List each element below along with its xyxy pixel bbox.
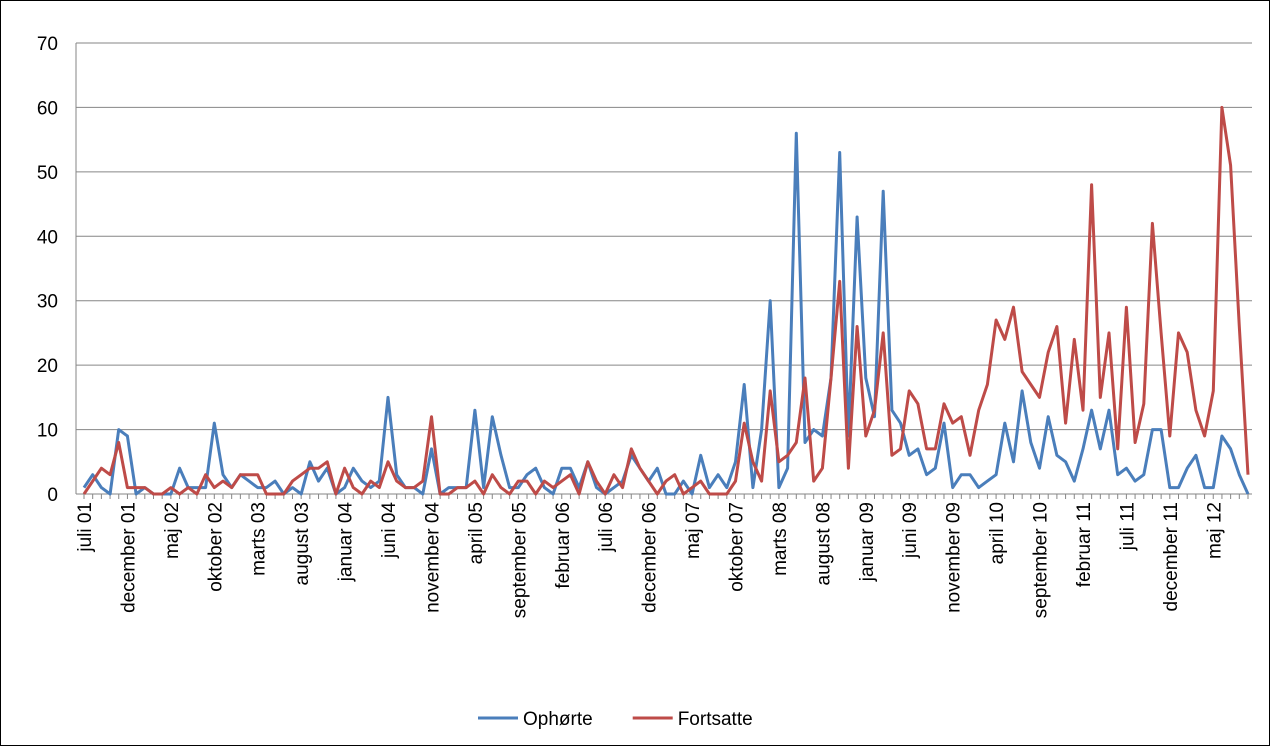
x-tick-label: januar 09 xyxy=(857,502,878,582)
x-tick-label: december 01 xyxy=(118,502,139,613)
x-tick-label: september 05 xyxy=(509,502,530,618)
series-line xyxy=(82,131,1250,496)
x-tick-label: juli 01 xyxy=(75,502,96,553)
y-tick-label: 30 xyxy=(37,292,58,313)
y-tick-label: 60 xyxy=(37,98,58,119)
x-tick-label: maj 12 xyxy=(1204,502,1225,559)
y-tick-label: 10 xyxy=(37,421,58,442)
x-tick-label: januar 04 xyxy=(336,502,357,583)
x-tick-label: december 11 xyxy=(1161,502,1182,612)
x-tick-label: marts 03 xyxy=(249,502,270,576)
legend-label: Fortsatte xyxy=(678,709,753,730)
x-tick-label: oktober 02 xyxy=(205,502,226,592)
x-tick-label: april 05 xyxy=(466,502,487,564)
x-tick-label: april 10 xyxy=(987,502,1008,564)
series-line xyxy=(82,105,1250,496)
legend: Ophørte Fortsatte xyxy=(478,709,753,730)
x-tick-label: februar 06 xyxy=(553,502,574,589)
x-tick-label: august 03 xyxy=(292,502,313,585)
x-tick-label: juni 04 xyxy=(379,502,400,559)
x-tick-label: marts 08 xyxy=(770,502,791,576)
y-tick-label: 0 xyxy=(47,485,58,506)
y-tick-label: 50 xyxy=(37,163,58,184)
x-tick-label: juni 09 xyxy=(900,502,921,559)
x-tick-label: februar 11 xyxy=(1074,502,1095,587)
x-tick-label: maj 07 xyxy=(683,502,704,559)
x-tick-label: november 04 xyxy=(422,502,443,613)
x-tick-label: juli 06 xyxy=(596,502,617,553)
y-tick-label: 20 xyxy=(37,356,58,377)
x-tick-label: august 08 xyxy=(813,502,834,585)
y-tick-label: 40 xyxy=(37,227,58,248)
y-tick-label: 70 xyxy=(37,34,58,55)
legend-label: Ophørte xyxy=(523,709,593,730)
x-tick-label: juli 11 xyxy=(1117,502,1138,551)
x-tick-label: november 09 xyxy=(944,502,965,613)
x-tick-label: september 10 xyxy=(1031,502,1052,618)
x-tick-label: oktober 07 xyxy=(726,502,747,592)
x-tick-label: december 06 xyxy=(640,502,661,613)
x-tick-label: maj 02 xyxy=(162,502,183,559)
